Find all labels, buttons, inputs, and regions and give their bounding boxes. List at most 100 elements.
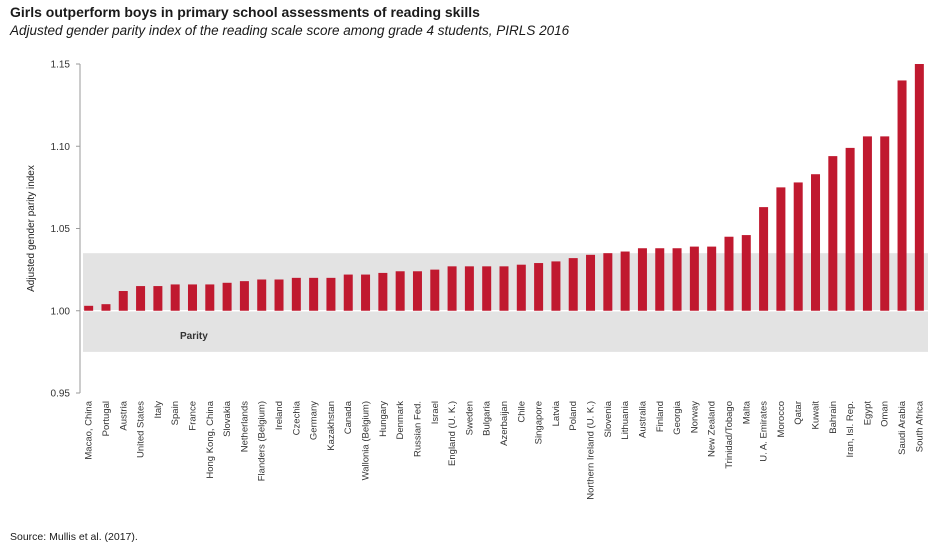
y-tick-label: 1.00 [51, 306, 71, 317]
category-label: Qatar [793, 401, 804, 425]
category-label: Ireland [274, 401, 285, 430]
category-label: France [187, 401, 198, 431]
category-label: Malta [741, 400, 752, 424]
bar [759, 207, 769, 311]
bar [222, 282, 232, 311]
bar [845, 147, 855, 311]
bar [274, 279, 284, 311]
y-tick-label: 1.10 [51, 142, 71, 153]
category-label: Poland [568, 401, 579, 431]
category-label: Chile [516, 401, 527, 423]
y-tick-label: 1.05 [51, 224, 71, 235]
bar [862, 136, 872, 311]
bar [101, 304, 111, 311]
bar [361, 274, 371, 311]
bar [464, 266, 474, 311]
bar [412, 271, 422, 311]
category-label: Australia [637, 400, 648, 438]
category-label: Oman [880, 401, 891, 427]
category-labels: Macao, China Portugal Austria United States… [84, 400, 926, 499]
category-label: Bulgaria [482, 400, 493, 436]
category-label: South Africa [914, 400, 925, 452]
category-label: Georgia [672, 400, 683, 435]
bar [447, 266, 457, 311]
bar [707, 246, 717, 311]
category-label: Portugal [101, 401, 112, 436]
category-label: Bahrain [828, 401, 839, 434]
category-label: Hong Kong, China [205, 400, 216, 478]
chart-subtitle: Adjusted gender parity index of the read… [10, 23, 570, 38]
bar [672, 248, 682, 311]
y-axis-ticks: 0.95 1.00 1.05 1.10 1.15 [51, 60, 80, 400]
bar [741, 235, 751, 311]
category-label: Norway [689, 401, 700, 433]
y-axis-label: Adjusted gender parity index [26, 165, 37, 292]
category-label: United States [136, 401, 147, 458]
category-label: Lithuania [620, 400, 631, 439]
category-label: Flanders (Belgium) [257, 401, 268, 481]
bar-chart: Parity 0.95 1.00 1.05 1.10 1.15 Adjusted gen… [26, 60, 928, 500]
bar [828, 156, 838, 311]
bar [586, 254, 596, 311]
category-label: Trinidad/Tobago [724, 401, 735, 469]
category-label: U. A. Emirates [759, 401, 770, 462]
bar [343, 274, 353, 311]
bar [84, 305, 94, 311]
category-label: New Zealand [707, 401, 718, 457]
category-label: Macao, China [84, 400, 95, 459]
category-label: Wallonia (Belgium) [361, 401, 372, 480]
category-label: Germany [309, 401, 320, 440]
bar [811, 174, 821, 311]
bar [257, 279, 267, 311]
bar [568, 258, 578, 311]
bar [239, 281, 249, 311]
parity-label: Parity [180, 331, 208, 342]
category-label: Canada [343, 400, 354, 434]
category-label: Netherlands [239, 401, 250, 452]
bar [482, 266, 492, 311]
bar [309, 277, 319, 311]
bar [187, 284, 197, 311]
category-label: Spain [170, 401, 181, 425]
bar [534, 263, 544, 311]
bar [118, 291, 128, 311]
category-label: Sweden [464, 401, 475, 435]
bar [136, 286, 146, 311]
bar [603, 253, 613, 311]
y-tick-label: 0.95 [51, 389, 71, 400]
category-label: Azerbaijan [499, 401, 510, 446]
category-label: Kazakhstan [326, 401, 337, 451]
bar [793, 182, 803, 311]
bar [378, 272, 388, 311]
bar [499, 266, 509, 311]
category-label: England (U. K.) [447, 401, 458, 466]
y-tick-label: 1.15 [51, 60, 71, 71]
category-label: Czechia [291, 400, 302, 435]
bar [205, 284, 215, 311]
bar [880, 136, 890, 311]
category-label: Saudi Arabia [897, 400, 908, 455]
category-label: Morocco [776, 401, 787, 437]
bar [291, 277, 301, 311]
bar [170, 284, 180, 311]
bar [776, 187, 786, 311]
bar [153, 286, 163, 311]
category-label: Kuwait [811, 401, 822, 430]
category-label: Latvia [551, 400, 562, 426]
bar [516, 264, 526, 311]
category-label: Russian Fed. [412, 401, 423, 457]
category-label: Northern Ireland (U. K.) [586, 401, 597, 500]
bars [84, 64, 924, 311]
category-label: Austria [118, 400, 129, 430]
bar [914, 64, 924, 311]
bar [637, 248, 647, 311]
category-label: Hungary [378, 401, 389, 437]
source-note: Source: Mullis et al. (2017). [10, 531, 138, 543]
category-label: Finland [655, 401, 666, 432]
category-label: Italy [153, 401, 164, 419]
category-label: Slovenia [603, 400, 614, 437]
category-label: Iran, Isl. Rep. [845, 401, 856, 458]
bar [655, 248, 665, 311]
chart-title: Girls outperform boys in primary school … [10, 4, 480, 20]
bar [689, 246, 699, 311]
